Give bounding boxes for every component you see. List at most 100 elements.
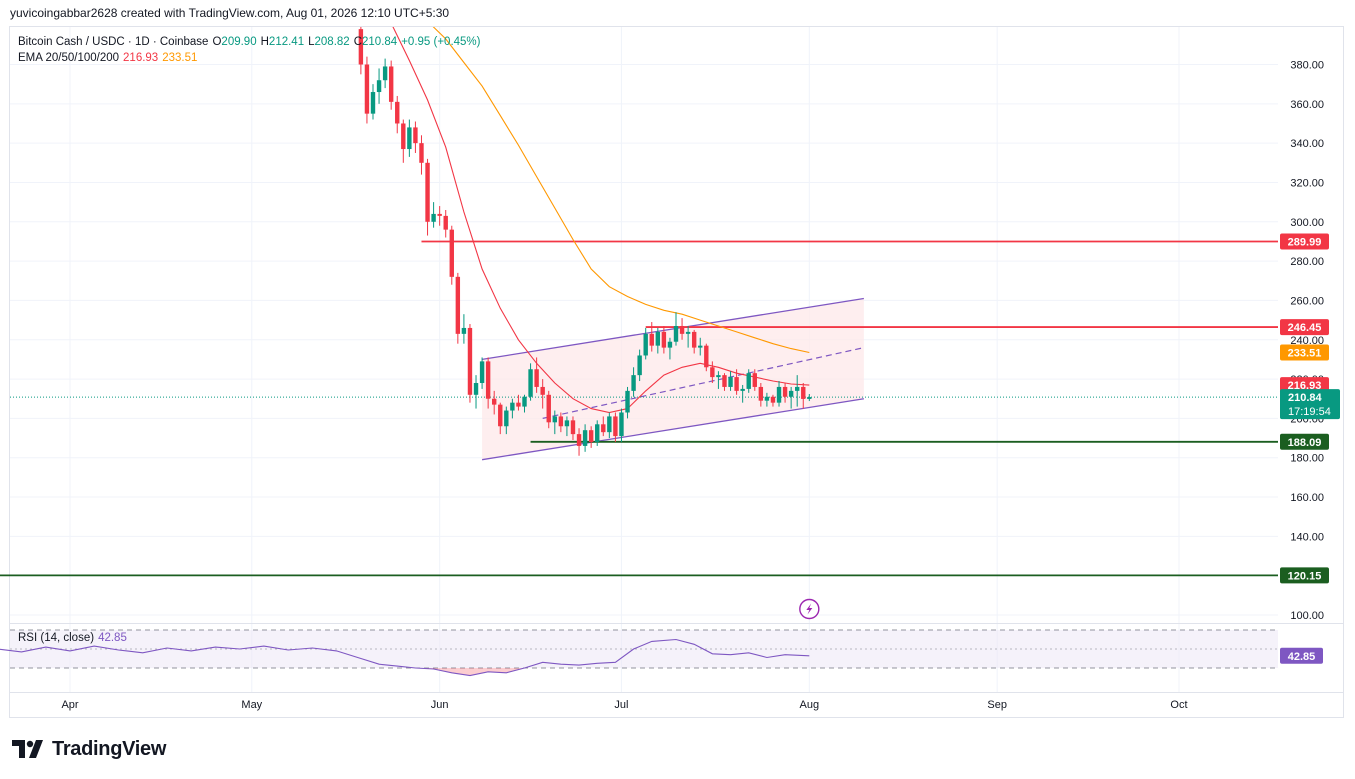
candle-body <box>510 402 515 411</box>
price-tick-label: 180.00 <box>1290 453 1324 465</box>
candle-body <box>601 424 606 433</box>
candle-body <box>595 424 600 442</box>
candle-body <box>734 377 739 391</box>
candle-body <box>407 127 412 150</box>
horizontal-levels[interactable] <box>0 240 1278 577</box>
tradingview-logo[interactable]: TradingView <box>12 736 166 762</box>
candle-body <box>467 327 473 395</box>
rsi-label: RSI (14, close) <box>18 632 95 644</box>
candle-body <box>528 369 533 397</box>
ema-badge-label: 233.51 <box>1288 348 1322 360</box>
candle-body <box>419 143 424 163</box>
candle-body <box>655 331 661 346</box>
candle-body <box>443 215 448 230</box>
level-badge-label: 120.15 <box>1288 570 1322 582</box>
candle-body <box>582 430 588 446</box>
candle-body <box>431 213 436 222</box>
time-tick-label: Jul <box>614 699 628 711</box>
price-tick-label: 320.00 <box>1290 177 1324 189</box>
candle-body <box>534 369 539 387</box>
candle-body <box>649 333 654 346</box>
level-badge <box>1280 567 1329 584</box>
open-value: 209.90 <box>221 36 257 48</box>
candle-body <box>698 345 703 348</box>
close-label: C <box>353 36 363 48</box>
candle-body <box>401 123 406 150</box>
ema-label: EMA 20/50/100/200 <box>18 52 120 64</box>
candle-body <box>613 416 618 437</box>
candle-body <box>685 331 691 334</box>
time-tick-label: Aug <box>800 699 820 711</box>
channel-upper-line <box>481 297 864 361</box>
rsi-badge-label: 42.85 <box>1288 651 1316 663</box>
ema50-line <box>432 27 810 354</box>
candle-body <box>449 229 454 277</box>
candle-body <box>564 420 570 427</box>
candle-body <box>704 345 709 368</box>
candle-body <box>570 420 576 435</box>
low-value: 208.82 <box>314 36 350 48</box>
candle-body <box>370 92 376 114</box>
channel-mid-line <box>542 347 864 419</box>
candle-body <box>382 66 388 81</box>
candle-body <box>607 416 612 433</box>
chart-frame <box>9 26 1344 718</box>
tradingview-logo-icon <box>12 740 43 758</box>
price-tick-label: 160.00 <box>1290 492 1324 504</box>
rsi-legend[interactable]: RSI (14, close) 42.85 <box>18 631 131 645</box>
candle-body <box>522 396 527 407</box>
price-tick-label: 100.00 <box>1290 610 1324 622</box>
candle-body <box>752 373 757 387</box>
price-tick-label: 380.00 <box>1290 60 1324 72</box>
candle-body <box>661 331 667 348</box>
candle-body <box>619 412 624 437</box>
time-tick-label: Jun <box>431 699 449 711</box>
close-value: 210.84 <box>362 36 398 48</box>
time-tick-label: May <box>241 699 262 711</box>
candle-body <box>782 386 788 397</box>
candle-body <box>546 394 551 423</box>
candle-body <box>788 390 794 397</box>
symbol-name[interactable]: Bitcoin Cash / USDC · 1D · Coinbase <box>18 36 209 48</box>
ema-lines <box>392 27 810 414</box>
ema-badge <box>1280 344 1329 361</box>
price-tick-label: 300.00 <box>1290 217 1324 229</box>
candles[interactable] <box>358 21 812 456</box>
candle-body <box>758 386 764 401</box>
candle-body <box>388 66 394 102</box>
candle-body <box>364 64 370 114</box>
candle-body <box>552 416 557 423</box>
candle-body <box>473 383 479 395</box>
candle-body <box>425 162 430 222</box>
price-axis[interactable]: 100.00120.00140.00160.00180.00200.00220.… <box>1290 60 1324 623</box>
candle-body <box>461 327 467 334</box>
lightning-icon[interactable] <box>799 598 820 620</box>
time-axis[interactable]: Apr May Jun Jul Aug Sep Oct <box>61 699 1187 711</box>
candle-body <box>673 325 679 342</box>
price-tick-label: 340.00 <box>1290 138 1324 150</box>
candle-body <box>479 361 485 384</box>
candle-body <box>455 276 461 334</box>
candle-body <box>576 434 582 446</box>
candle-body <box>740 388 745 391</box>
candle-body <box>795 386 800 391</box>
candle-body <box>492 398 497 405</box>
change-value: +0.95 (+0.45%) <box>401 36 481 48</box>
candle-body <box>722 375 727 387</box>
candle-body <box>498 404 503 427</box>
ema20-line <box>392 27 810 414</box>
price-tick-label: 140.00 <box>1290 531 1324 543</box>
candle-body <box>413 127 418 144</box>
parallel-channel[interactable] <box>481 297 864 461</box>
candle-body <box>588 430 594 442</box>
candle-body <box>485 361 491 399</box>
ema50-value: 233.51 <box>162 52 198 64</box>
candle-body <box>643 333 648 356</box>
rsi-badge <box>1280 647 1323 664</box>
ema-legend[interactable]: EMA 20/50/100/200 216.93 233.51 <box>18 51 201 65</box>
level-badge-label: 289.99 <box>1288 236 1322 248</box>
level-badge <box>1280 233 1329 250</box>
countdown-label: 17:19:54 <box>1288 406 1331 418</box>
high-value: 212.41 <box>268 36 305 48</box>
